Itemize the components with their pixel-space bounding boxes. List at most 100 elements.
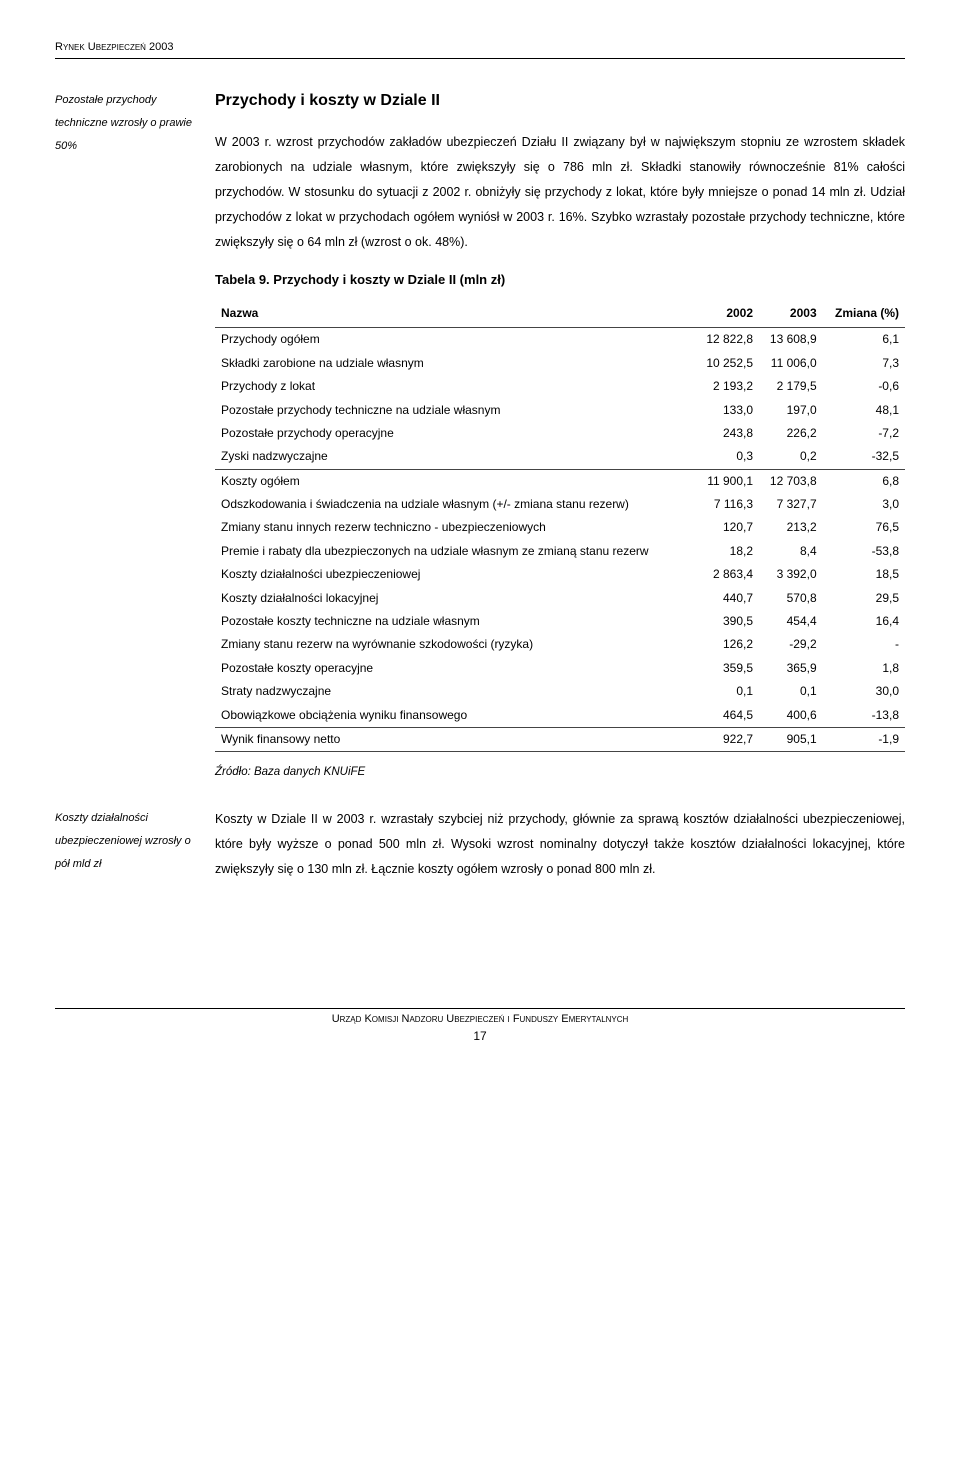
cell-change: -0,6 (823, 375, 905, 398)
cell-change: 6,1 (823, 328, 905, 352)
page-number: 17 (55, 1028, 905, 1045)
table-row: Składki zarobione na udziale własnym10 2… (215, 352, 905, 375)
cell-2003: 11 006,0 (759, 352, 823, 375)
cell-name: Pozostałe przychody techniczne na udzial… (215, 399, 695, 422)
cell-change: 1,8 (823, 657, 905, 680)
footer-org: Urząd Komisji Nadzoru Ubezpieczeń i Fund… (55, 1012, 905, 1028)
cell-change: -7,2 (823, 422, 905, 445)
cell-2002: 0,3 (695, 445, 759, 469)
cell-name: Obowiązkowe obciążenia wyniku finansoweg… (215, 704, 695, 728)
cell-2003: 7 327,7 (759, 493, 823, 516)
cell-2002: 440,7 (695, 587, 759, 610)
cell-2003: -29,2 (759, 633, 823, 656)
cell-name: Koszty ogółem (215, 469, 695, 493)
cell-2003: 454,4 (759, 610, 823, 633)
table-row: Wynik finansowy netto922,7905,1-1,9 (215, 728, 905, 752)
cell-2002: 10 252,5 (695, 352, 759, 375)
table-row: Zmiany stanu rezerw na wyrównanie szkodo… (215, 633, 905, 656)
cell-name: Zyski nadzwyczajne (215, 445, 695, 469)
cell-change: 76,5 (823, 516, 905, 539)
cell-name: Zmiany stanu innych rezerw techniczno - … (215, 516, 695, 539)
cell-name: Składki zarobione na udziale własnym (215, 352, 695, 375)
first-block: Pozostałe przychody techniczne wzrosły o… (55, 89, 905, 781)
cell-name: Przychody z lokat (215, 375, 695, 398)
cell-2002: 133,0 (695, 399, 759, 422)
cell-change: 3,0 (823, 493, 905, 516)
table-row: Pozostałe koszty operacyjne359,5365,91,8 (215, 657, 905, 680)
table-row: Odszkodowania i świadczenia na udziale w… (215, 493, 905, 516)
cell-2002: 126,2 (695, 633, 759, 656)
table-row: Przychody ogółem12 822,813 608,96,1 (215, 328, 905, 352)
cell-2002: 922,7 (695, 728, 759, 752)
cell-2002: 7 116,3 (695, 493, 759, 516)
cell-name: Koszty działalności lokacyjnej (215, 587, 695, 610)
cell-2002: 120,7 (695, 516, 759, 539)
cell-change: - (823, 633, 905, 656)
second-block: Koszty działalności ubezpieczeniowej wzr… (55, 807, 905, 898)
paragraph-1: W 2003 r. wzrost przychodów zakładów ube… (215, 130, 905, 255)
table-row: Premie i rabaty dla ubezpieczonych na ud… (215, 540, 905, 563)
content-1: Przychody i koszty w Dziale II W 2003 r.… (215, 89, 905, 781)
data-table: Nazwa 2002 2003 Zmiana (%) Przychody ogó… (215, 300, 905, 752)
cell-2003: 197,0 (759, 399, 823, 422)
cell-change: 6,8 (823, 469, 905, 493)
cell-2003: 12 703,8 (759, 469, 823, 493)
table-row: Koszty działalności ubezpieczeniowej2 86… (215, 563, 905, 586)
table-source: Źródło: Baza danych KNUiFE (215, 764, 905, 781)
content-2: Koszty w Dziale II w 2003 r. wzrastały s… (215, 807, 905, 898)
cell-2003: 365,9 (759, 657, 823, 680)
cell-name: Koszty działalności ubezpieczeniowej (215, 563, 695, 586)
cell-name: Pozostałe przychody operacyjne (215, 422, 695, 445)
cell-name: Straty nadzwyczajne (215, 680, 695, 703)
cell-change: 16,4 (823, 610, 905, 633)
cell-2002: 12 822,8 (695, 328, 759, 352)
table-row: Koszty ogółem11 900,112 703,86,8 (215, 469, 905, 493)
cell-2002: 11 900,1 (695, 469, 759, 493)
cell-2002: 464,5 (695, 704, 759, 728)
cell-2003: 2 179,5 (759, 375, 823, 398)
cell-2002: 359,5 (695, 657, 759, 680)
table-row: Pozostałe koszty techniczne na udziale w… (215, 610, 905, 633)
cell-change: -13,8 (823, 704, 905, 728)
page-footer: Urząd Komisji Nadzoru Ubezpieczeń i Fund… (55, 1008, 905, 1045)
table-row: Obowiązkowe obciążenia wyniku finansoweg… (215, 704, 905, 728)
sidenote-1: Pozostałe przychody techniczne wzrosły o… (55, 89, 195, 781)
cell-name: Przychody ogółem (215, 328, 695, 352)
sidenote-2: Koszty działalności ubezpieczeniowej wzr… (55, 807, 195, 898)
cell-change: 18,5 (823, 563, 905, 586)
cell-2003: 0,1 (759, 680, 823, 703)
cell-2003: 8,4 (759, 540, 823, 563)
cell-2002: 2 863,4 (695, 563, 759, 586)
table-row: Straty nadzwyczajne0,10,130,0 (215, 680, 905, 703)
table-row: Przychody z lokat2 193,22 179,5-0,6 (215, 375, 905, 398)
table-row: Pozostałe przychody operacyjne243,8226,2… (215, 422, 905, 445)
table-title: Tabela 9. Przychody i koszty w Dziale II… (215, 271, 905, 290)
cell-change: 48,1 (823, 399, 905, 422)
cell-name: Pozostałe koszty techniczne na udziale w… (215, 610, 695, 633)
cell-2003: 570,8 (759, 587, 823, 610)
cell-2003: 0,2 (759, 445, 823, 469)
cell-change: -53,8 (823, 540, 905, 563)
cell-name: Wynik finansowy netto (215, 728, 695, 752)
cell-2003: 13 608,9 (759, 328, 823, 352)
cell-name: Pozostałe koszty operacyjne (215, 657, 695, 680)
cell-change: 30,0 (823, 680, 905, 703)
cell-change: 29,5 (823, 587, 905, 610)
cell-2002: 0,1 (695, 680, 759, 703)
col-2003: 2003 (759, 300, 823, 328)
cell-name: Zmiany stanu rezerw na wyrównanie szkodo… (215, 633, 695, 656)
col-change: Zmiana (%) (823, 300, 905, 328)
table-row: Zyski nadzwyczajne0,30,2-32,5 (215, 445, 905, 469)
cell-change: -32,5 (823, 445, 905, 469)
cell-2003: 3 392,0 (759, 563, 823, 586)
col-name: Nazwa (215, 300, 695, 328)
cell-2002: 2 193,2 (695, 375, 759, 398)
table-header-row: Nazwa 2002 2003 Zmiana (%) (215, 300, 905, 328)
paragraph-2: Koszty w Dziale II w 2003 r. wzrastały s… (215, 807, 905, 882)
cell-name: Odszkodowania i świadczenia na udziale w… (215, 493, 695, 516)
cell-change: 7,3 (823, 352, 905, 375)
cell-2003: 905,1 (759, 728, 823, 752)
cell-2002: 243,8 (695, 422, 759, 445)
table-row: Pozostałe przychody techniczne na udzial… (215, 399, 905, 422)
cell-name: Premie i rabaty dla ubezpieczonych na ud… (215, 540, 695, 563)
